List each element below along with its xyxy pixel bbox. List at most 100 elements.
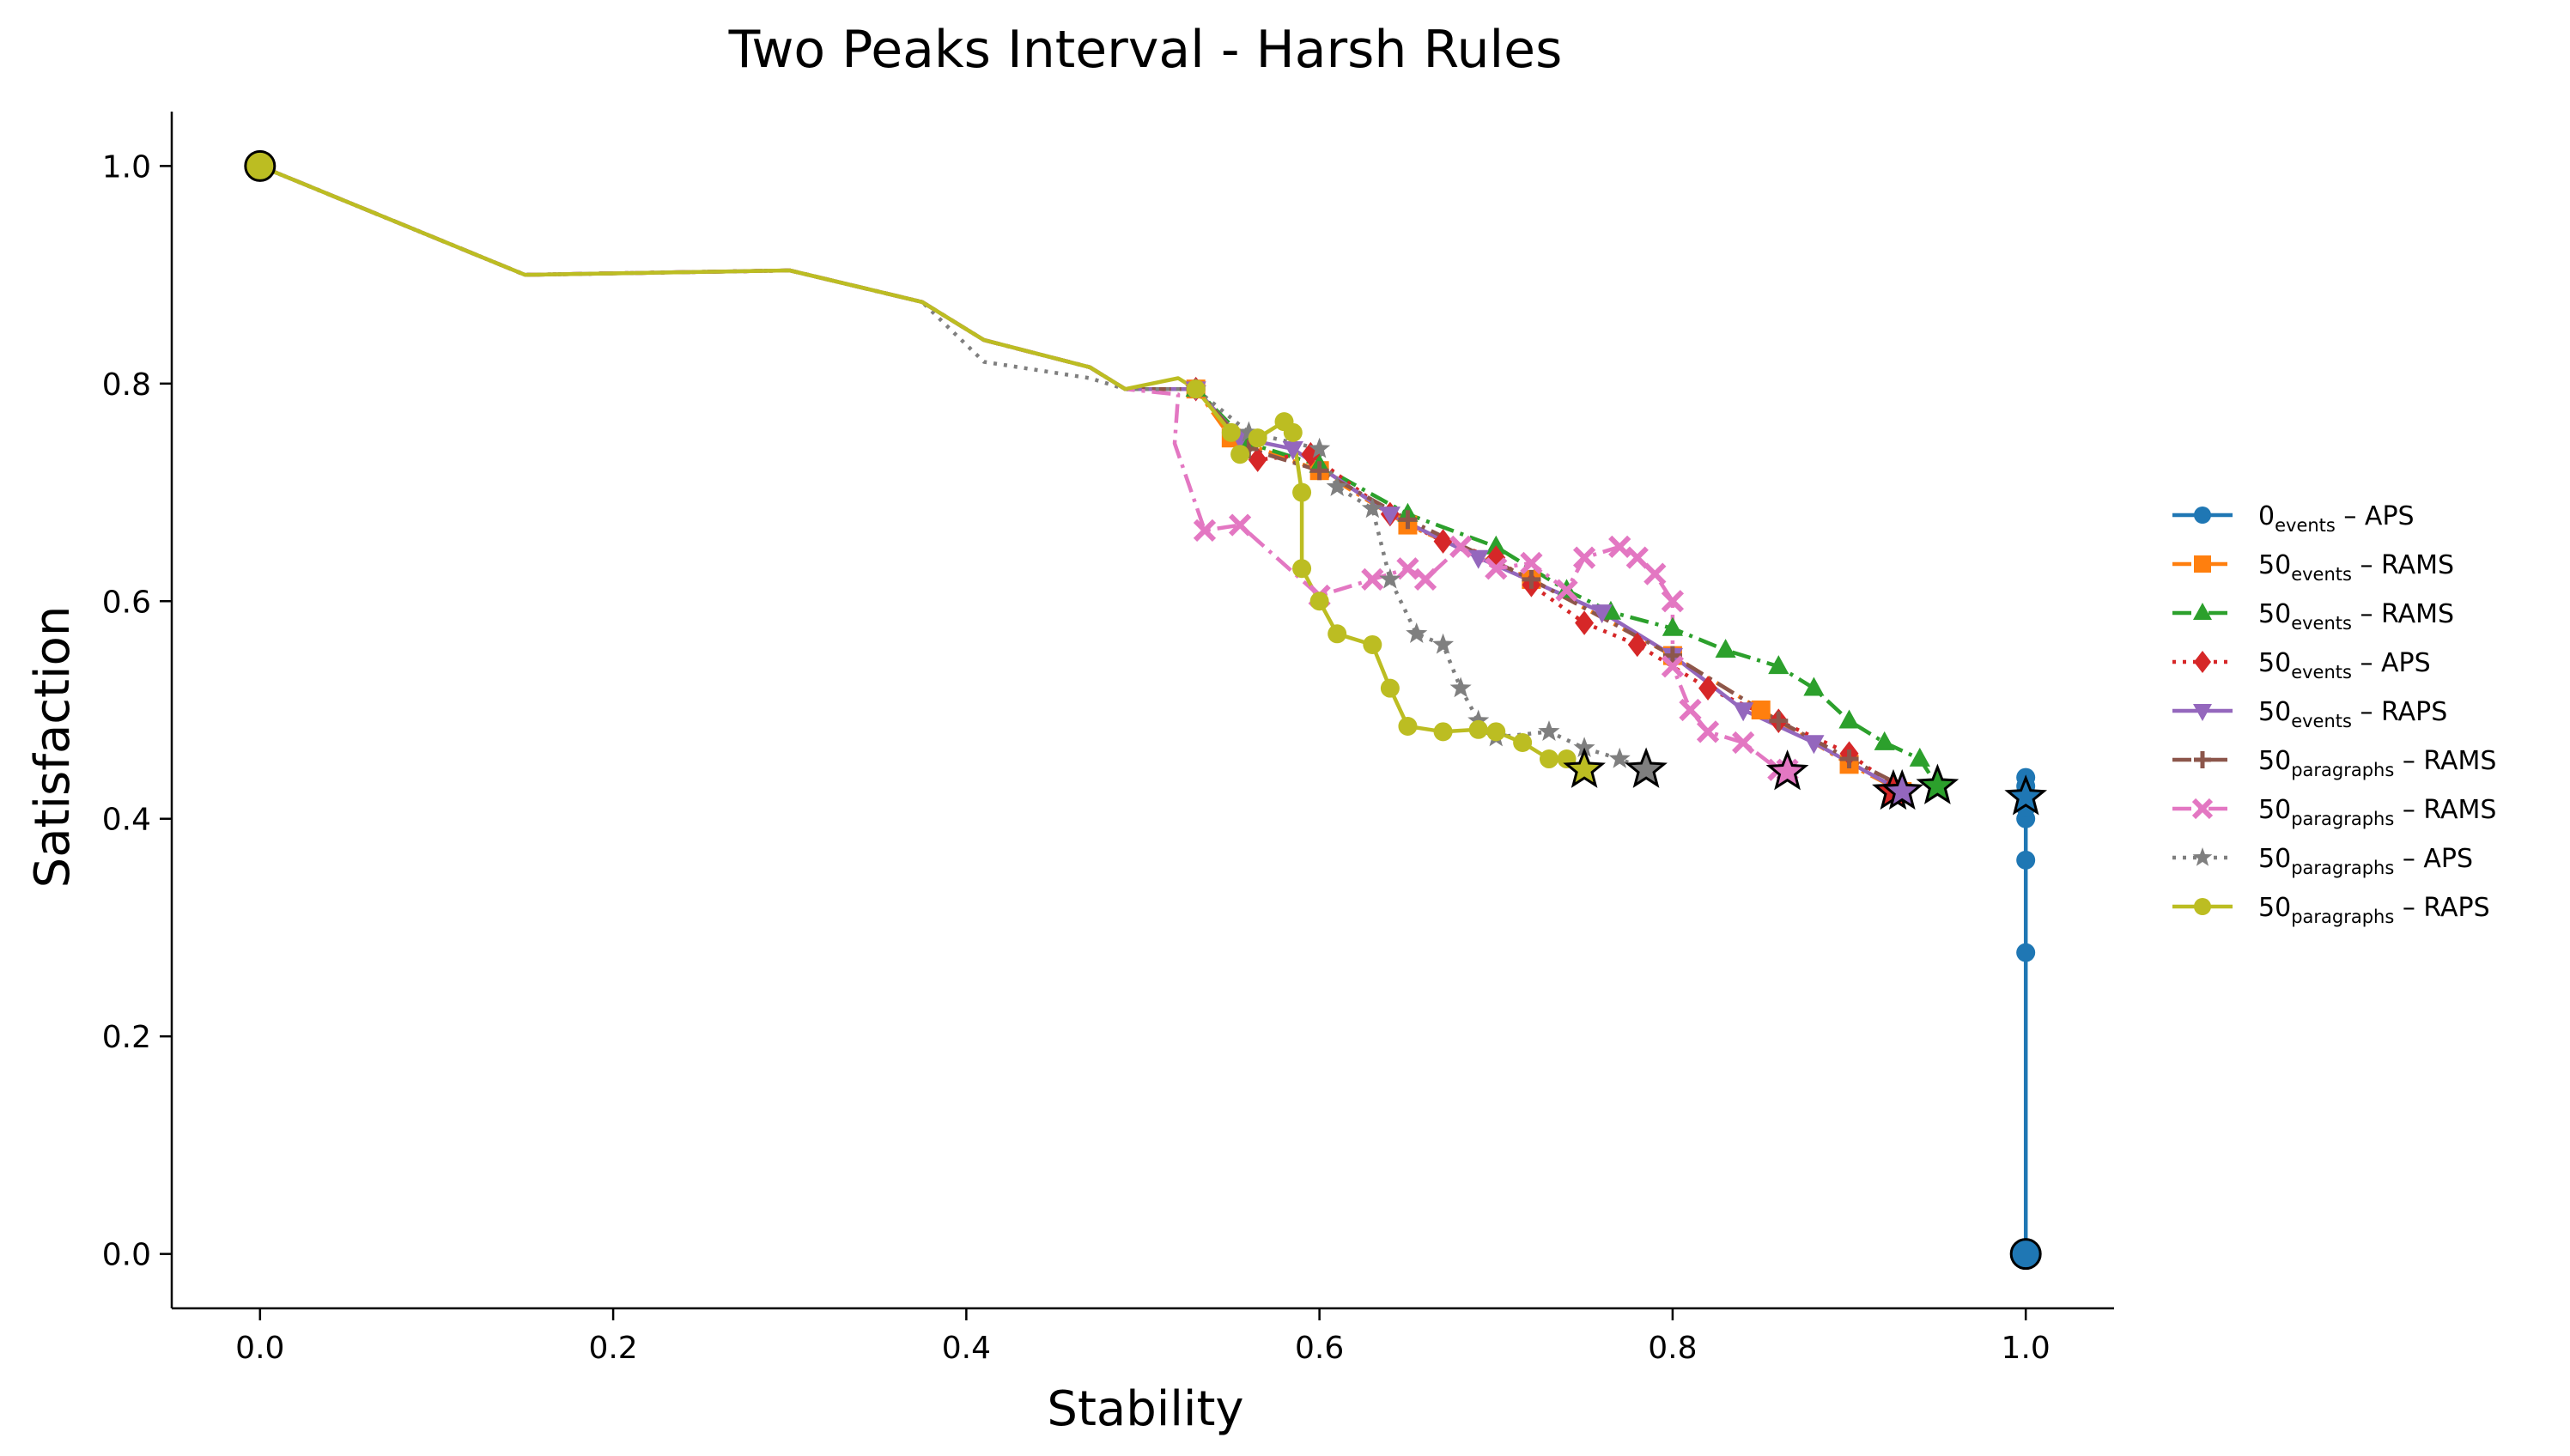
data-point xyxy=(1625,546,1649,569)
x-tick-label: 0.6 xyxy=(1295,1331,1344,1366)
data-point xyxy=(1379,507,1400,526)
x-tick-label: 0.0 xyxy=(235,1331,284,1366)
data-point xyxy=(1909,747,1930,767)
start-point-marker xyxy=(244,149,276,182)
data-point xyxy=(1361,497,1383,519)
data-point xyxy=(1433,529,1453,554)
y-tick-label: 0.8 xyxy=(102,367,151,403)
data-point xyxy=(1539,749,1558,769)
data-point xyxy=(1228,513,1252,537)
data-point xyxy=(1309,437,1331,458)
legend-marker xyxy=(2191,798,2214,820)
legend-marker xyxy=(2194,651,2211,673)
end-star-marker xyxy=(1765,749,1809,791)
legend-label: 50events – RAPS xyxy=(2258,697,2447,731)
data-point xyxy=(1467,709,1490,731)
y-tick-label: 0.6 xyxy=(102,585,151,620)
data-point xyxy=(1486,722,1506,742)
data-point xyxy=(1292,482,1312,502)
data-point xyxy=(1555,579,1578,602)
data-point xyxy=(1186,379,1206,399)
x-axis-label: Stability xyxy=(1047,1381,1243,1437)
data-point xyxy=(1449,535,1473,559)
data-point xyxy=(1432,633,1455,654)
data-point xyxy=(1396,557,1419,580)
data-point xyxy=(1292,559,1312,579)
data-point xyxy=(1696,720,1720,743)
legend-marker xyxy=(2192,847,2213,866)
legend-marker xyxy=(2193,704,2212,721)
data-point xyxy=(1803,735,1825,755)
data-point xyxy=(1838,709,1860,729)
data-point xyxy=(1248,447,1267,472)
legend-marker xyxy=(2194,898,2211,915)
data-point xyxy=(1839,749,1859,769)
legend-label: 50paragraphs – RAMS xyxy=(2258,746,2496,780)
data-point xyxy=(1248,428,1267,448)
data-point xyxy=(1485,557,1508,580)
end-star-marker xyxy=(2004,774,2048,816)
end-star-marker xyxy=(1916,763,1959,804)
data-point xyxy=(1733,702,1754,722)
y-axis-label: Satisfaction xyxy=(25,606,81,889)
end-star-marker xyxy=(1880,768,1924,810)
data-point xyxy=(1520,551,1543,575)
x-tick-label: 0.4 xyxy=(942,1331,991,1366)
data-point xyxy=(1309,592,1329,611)
data-point xyxy=(1591,604,1613,624)
y-tick-label: 1.0 xyxy=(102,149,151,185)
legend-label: 50paragraphs – RAMS xyxy=(2258,795,2496,829)
data-point xyxy=(1575,610,1595,635)
x-tick-label: 0.8 xyxy=(1648,1331,1697,1366)
data-point xyxy=(1769,711,1789,731)
y-tick-label: 0.4 xyxy=(102,803,151,838)
data-point xyxy=(1608,535,1631,559)
data-point xyxy=(1768,655,1789,675)
data-point xyxy=(1522,569,1541,589)
data-point xyxy=(1468,719,1488,739)
data-point xyxy=(1662,646,1682,665)
data-point xyxy=(1874,731,1895,750)
data-point xyxy=(1230,445,1250,464)
data-point xyxy=(1572,546,1596,569)
series-line xyxy=(258,164,1788,772)
data-point xyxy=(1608,747,1631,768)
data-point xyxy=(1326,476,1348,496)
legend-label: 0events – APS xyxy=(2258,501,2415,536)
data-point xyxy=(1513,733,1533,753)
data-point xyxy=(1698,676,1718,701)
legend-label: 50events – APS xyxy=(2258,648,2431,682)
data-point xyxy=(2016,943,2036,962)
chart-title: Two Peaks Interval - Harsh Rules xyxy=(728,20,1563,80)
legend-marker xyxy=(2194,507,2211,524)
data-point xyxy=(1627,632,1647,658)
data-point xyxy=(1379,567,1401,589)
axes: 0.0 0.2 0.4 0.6 0.8 1.0 0.0 0.2 0.4 0.6 0.8 1.0 xyxy=(102,112,2114,1366)
x-tick-label: 0.2 xyxy=(588,1331,637,1366)
legend: 0events – APS 50events – RAMS 50events – R… xyxy=(2172,501,2496,927)
data-point xyxy=(1732,731,1755,755)
data-point xyxy=(1573,737,1595,757)
data-point xyxy=(1662,616,1684,636)
end-star-marker xyxy=(1625,747,1668,788)
data-point xyxy=(1485,535,1507,555)
marker-layer xyxy=(244,149,2048,1271)
y-tick-label: 0.0 xyxy=(102,1238,151,1273)
data-point xyxy=(1538,720,1560,741)
data-point xyxy=(1751,701,1771,719)
legend-marker xyxy=(2193,603,2212,620)
data-point xyxy=(1301,441,1321,467)
data-point xyxy=(1283,422,1303,442)
data-point xyxy=(1661,655,1685,678)
legend-label: 50events – RAMS xyxy=(2258,550,2454,585)
legend-label: 50paragraphs – RAPS xyxy=(2258,893,2490,927)
data-point xyxy=(1661,590,1685,613)
legend-label: 50events – RAMS xyxy=(2258,599,2454,634)
data-point xyxy=(1363,634,1382,654)
x-tick-label: 1.0 xyxy=(2002,1331,2051,1366)
data-point xyxy=(2016,850,2036,870)
data-point xyxy=(1380,678,1400,698)
data-point xyxy=(1398,510,1418,530)
